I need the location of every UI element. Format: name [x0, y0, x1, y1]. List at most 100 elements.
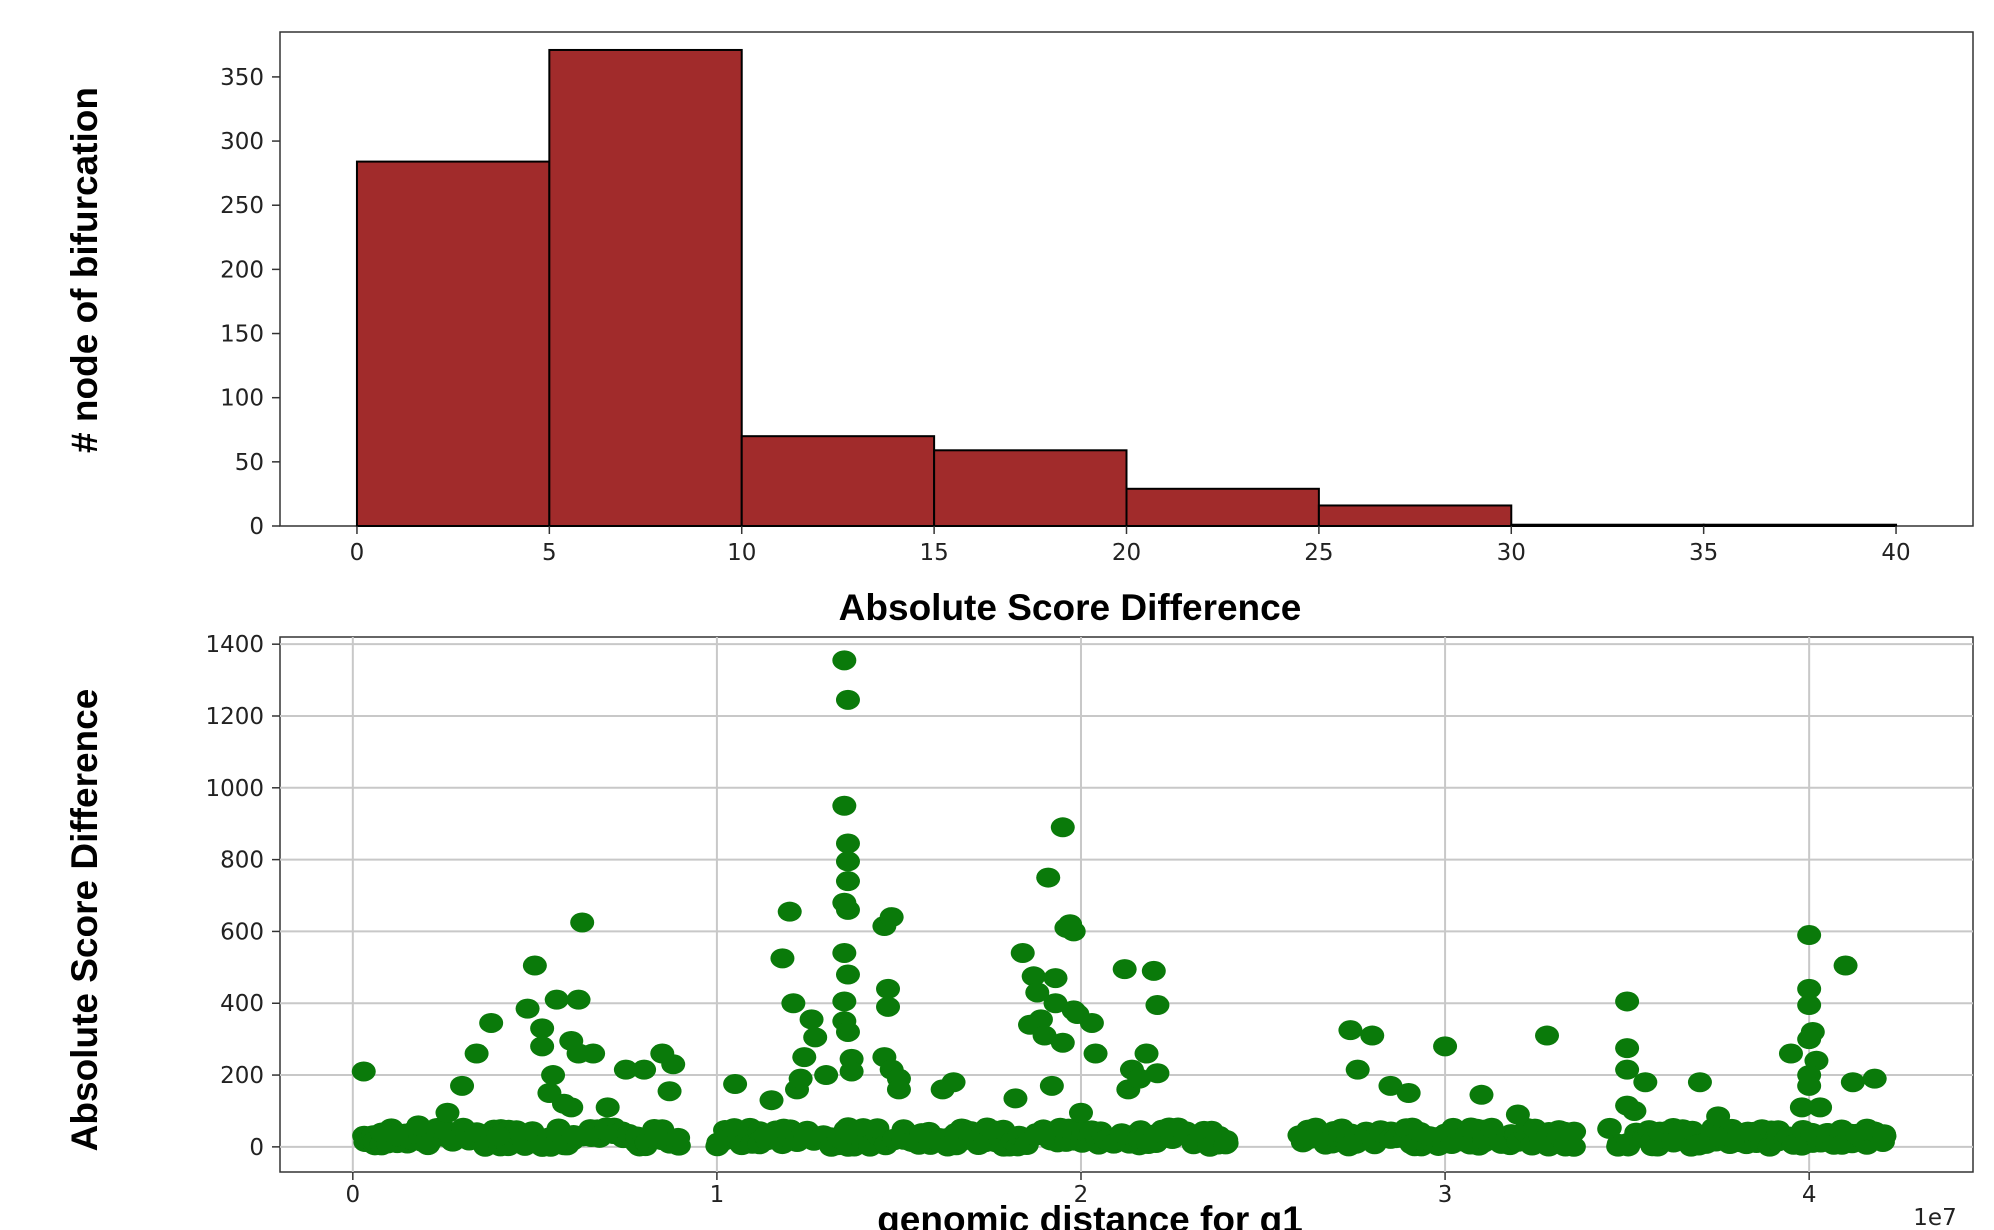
scatter-point — [835, 689, 860, 710]
scatter-point — [835, 851, 860, 872]
scatter-point — [351, 1061, 376, 1082]
scatter-point — [1010, 942, 1035, 963]
scatter-point — [814, 1065, 839, 1086]
scatter-point — [1050, 1032, 1075, 1053]
scatter-point — [530, 1036, 555, 1057]
x-tick-label: 20 — [1112, 540, 1141, 566]
scatter-point — [595, 1097, 620, 1118]
x-tick-label: 30 — [1497, 540, 1526, 566]
scatter-point — [777, 901, 802, 922]
scatter-point — [839, 1061, 864, 1082]
scatter-point — [1433, 1036, 1458, 1057]
scatter-point — [792, 1047, 817, 1068]
scatter-point — [1840, 1072, 1865, 1093]
scatter-point — [876, 996, 901, 1017]
scatter-point — [1808, 1097, 1833, 1118]
histogram-y-axis-label: # node of bifurcation — [64, 87, 105, 453]
scatter-point — [1043, 968, 1068, 989]
scatter-point — [1396, 1083, 1421, 1104]
scatter-point — [1127, 1068, 1152, 1089]
scatter-point — [1833, 955, 1858, 976]
y-tick-label: 0 — [249, 514, 264, 540]
scatter-point — [1561, 1136, 1586, 1157]
x-tick-label: 3 — [1438, 1182, 1453, 1208]
scatter-point — [1469, 1084, 1494, 1105]
y-tick-label: 150 — [220, 322, 264, 348]
scatter-point — [1036, 867, 1061, 888]
x-tick-label: 2 — [1074, 1182, 1089, 1208]
histogram-panel: 0 5 10 15 20 25 30 35 40 0 50 100 150 200 250 300 350 A… — [64, 31, 1974, 628]
scatter-point — [1633, 1072, 1658, 1093]
scatter-point — [661, 1054, 686, 1075]
y-tick-label: 1000 — [205, 776, 264, 802]
scatter-point — [770, 948, 795, 969]
x-tick-label: 4 — [1802, 1182, 1817, 1208]
x-tick-label: 5 — [542, 540, 557, 566]
scatter-point — [865, 1118, 890, 1139]
scatter-panel: 0 1 2 3 4 0 200 400 600 800 1000 1200 1400 1e7 geno… — [64, 632, 1974, 1230]
x-tick-label: 15 — [919, 540, 948, 566]
scatter-point — [1338, 1020, 1363, 1041]
scatter-point — [759, 1090, 784, 1111]
scatter-point — [1345, 1059, 1370, 1080]
scatter-point — [1032, 1025, 1057, 1046]
scatter-point — [541, 1065, 566, 1086]
scatter-point — [1622, 1100, 1647, 1121]
scatter-point — [1778, 1043, 1803, 1064]
scatter-point — [486, 1126, 511, 1147]
scatter-point — [723, 1074, 748, 1095]
scatter-point — [1043, 993, 1068, 1014]
scatter-point — [450, 1075, 475, 1096]
scatter-point — [941, 1072, 966, 1093]
x-tick-label: 35 — [1689, 540, 1718, 566]
scatter-point — [1214, 1133, 1239, 1154]
scatter-point — [464, 1043, 489, 1064]
histogram-bar — [1125, 487, 1320, 527]
y-tick-label: 100 — [220, 386, 264, 412]
scatter-point — [384, 1126, 409, 1147]
scatter-point — [1378, 1075, 1403, 1096]
x-tick-label: 1 — [710, 1182, 725, 1208]
y-tick-label: 300 — [220, 129, 264, 155]
x-tick-label: 10 — [727, 540, 756, 566]
scatter-point — [832, 650, 857, 671]
y-tick-label: 200 — [220, 1063, 264, 1089]
scatter-point — [632, 1059, 657, 1080]
scatter-point — [803, 1027, 828, 1048]
x-tick-label: 0 — [350, 540, 365, 566]
scatter-point — [581, 1043, 606, 1064]
scatter-point — [522, 955, 547, 976]
scatter-point — [1797, 995, 1822, 1016]
scatter-point — [886, 1079, 911, 1100]
y-tick-label: 250 — [220, 193, 264, 219]
scatter-point — [1021, 966, 1046, 987]
histogram-x-ticks: 0 5 10 15 20 25 30 35 40 — [350, 526, 1911, 566]
scatter-point — [1039, 1075, 1064, 1096]
scatter-point — [566, 989, 591, 1010]
histogram-bar — [933, 449, 1128, 528]
scatter-x-scale-label: 1e7 — [1913, 1205, 1956, 1230]
scatter-point — [1797, 1075, 1822, 1096]
scatter-point — [666, 1127, 691, 1148]
scatter-point — [1141, 960, 1166, 981]
scatter-point — [1535, 1025, 1560, 1046]
scatter-point — [835, 899, 860, 920]
histogram-x-axis-label: Absolute Score Difference — [839, 587, 1302, 628]
scatter-point — [1061, 921, 1086, 942]
scatter-point — [832, 795, 857, 816]
scatter-point — [613, 1059, 638, 1080]
scatter-point — [1562, 1121, 1587, 1142]
scatter-point — [530, 1018, 555, 1039]
scatter-point — [835, 1021, 860, 1042]
scatter-point — [559, 1097, 584, 1118]
scatter-point — [1797, 925, 1822, 946]
scatter-point — [835, 833, 860, 854]
y-tick-label: 800 — [220, 848, 264, 874]
scatter-x-axis-label: genomic distance for g1 — [877, 1199, 1303, 1230]
scatter-point — [1687, 1072, 1712, 1093]
scatter-point — [1145, 1063, 1170, 1084]
scatter-point — [1872, 1124, 1897, 1145]
scatter-point — [1083, 1043, 1108, 1064]
scatter-point — [879, 907, 904, 928]
scatter-point — [1615, 1059, 1640, 1080]
